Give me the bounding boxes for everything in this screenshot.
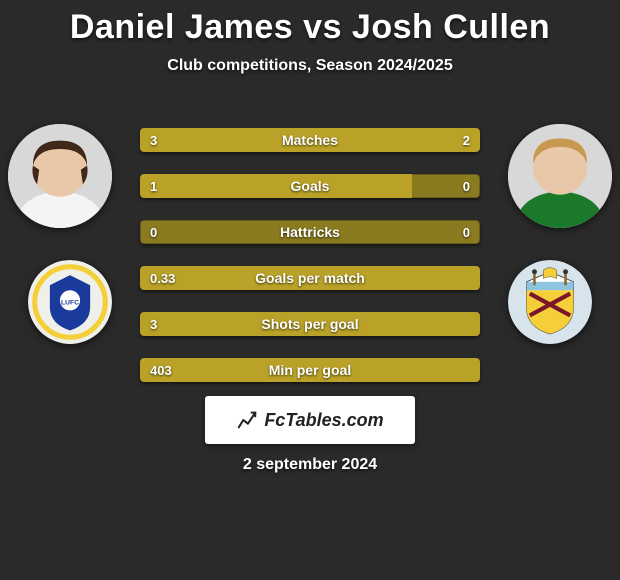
branding-text: FcTables.com [264, 410, 383, 431]
page-title: Daniel James vs Josh Cullen [0, 0, 620, 47]
stat-row: 32Matches [140, 128, 480, 152]
stat-label: Shots per goal [140, 312, 480, 336]
stat-row: 0.33Goals per match [140, 266, 480, 290]
player-right-crest [508, 260, 592, 344]
stat-row: 403Min per goal [140, 358, 480, 382]
player-left-avatar [8, 124, 112, 228]
stat-row: 3Shots per goal [140, 312, 480, 336]
stat-label: Goals [140, 174, 480, 198]
stat-label: Matches [140, 128, 480, 152]
svg-text:LUFC: LUFC [61, 300, 79, 307]
branding-badge: FcTables.com [205, 396, 415, 444]
date-label: 2 september 2024 [0, 456, 620, 474]
player-right-avatar [508, 124, 612, 228]
subtitle: Club competitions, Season 2024/2025 [0, 57, 620, 75]
stat-label: Hattricks [140, 220, 480, 244]
fctables-icon [236, 409, 258, 431]
stat-row: 00Hattricks [140, 220, 480, 244]
stat-label: Goals per match [140, 266, 480, 290]
player-left-crest: LUFC [28, 260, 112, 344]
stat-label: Min per goal [140, 358, 480, 382]
stats-bars: 32Matches 10Goals 00Hattricks 0.33Goals per… [140, 128, 480, 404]
stat-row: 10Goals [140, 174, 480, 198]
